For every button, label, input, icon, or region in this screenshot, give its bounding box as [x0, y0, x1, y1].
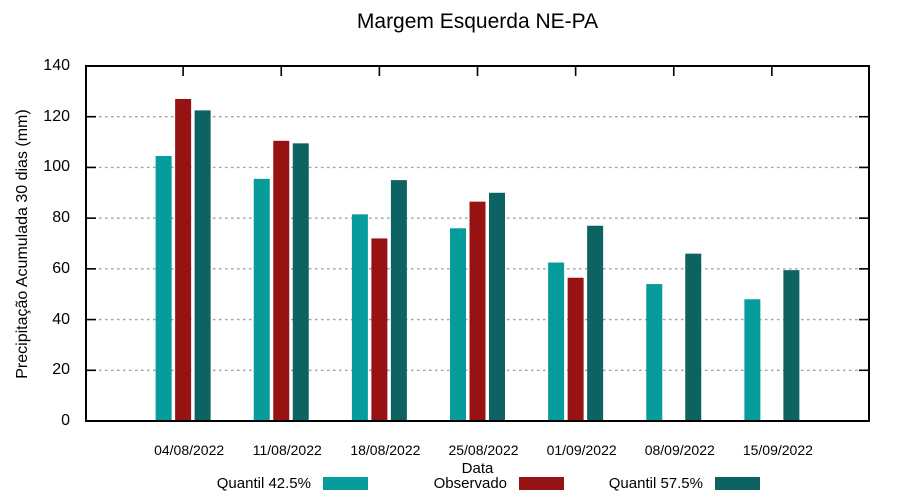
y-tick-label: 80 — [52, 209, 70, 227]
y-tick-label: 140 — [43, 57, 70, 74]
bar — [587, 225, 604, 421]
bar — [194, 110, 211, 421]
bar — [450, 228, 466, 421]
bar — [744, 299, 761, 421]
legend-item: Quantil 57.5% — [605, 474, 801, 492]
bar — [567, 277, 584, 421]
plot-border — [85, 65, 870, 422]
x-tick-label: 15/09/2022 — [742, 442, 813, 458]
x-tick-label: 25/08/2022 — [448, 442, 519, 458]
bar — [371, 238, 388, 421]
y-tick-label: 0 — [61, 412, 70, 429]
chart-title: Margem Esquerda NE-PA — [356, 10, 599, 33]
y-tick-label: 100 — [43, 158, 70, 176]
bar — [175, 98, 192, 421]
bar — [351, 214, 368, 421]
legend-swatch — [519, 476, 564, 490]
bar — [783, 270, 800, 421]
y-tick-label: 120 — [43, 107, 70, 125]
x-axis-label: Data — [461, 460, 494, 477]
legend-swatch — [323, 476, 368, 490]
x-tick-label: 01/09/2022 — [546, 442, 617, 458]
plot-area — [85, 65, 870, 422]
y-tick-label: 60 — [52, 259, 70, 277]
x-tick-label: 11/08/2022 — [252, 442, 322, 458]
x-tick-label: 04/08/2022 — [154, 442, 225, 458]
bar — [685, 253, 702, 421]
bar — [273, 140, 290, 421]
legend-label: Observado — [433, 474, 507, 492]
legend-label: Quantil 57.5% — [608, 474, 703, 492]
legend-swatch — [715, 476, 760, 490]
y-tick-label: 20 — [52, 361, 70, 379]
y-axis-label: Precipitação Acumulada 30 dias (mm) — [14, 109, 31, 379]
x-tick-label: 08/09/2022 — [644, 442, 715, 458]
legend: Quantil 42.5% Observado Quantil 57.5% — [213, 474, 801, 492]
bar — [646, 284, 663, 421]
y-tick-label: 40 — [52, 310, 70, 328]
bar — [390, 180, 407, 421]
legend-item: Quantil 42.5% — [213, 474, 409, 492]
bar — [292, 143, 309, 421]
x-tick-label: 18/08/2022 — [350, 442, 421, 458]
bar — [548, 262, 565, 421]
legend-item: Observado — [409, 474, 605, 492]
bar — [155, 156, 172, 421]
legend-label: Quantil 42.5% — [216, 474, 311, 492]
bar — [489, 192, 505, 421]
bar — [253, 178, 270, 421]
bar — [469, 201, 486, 421]
